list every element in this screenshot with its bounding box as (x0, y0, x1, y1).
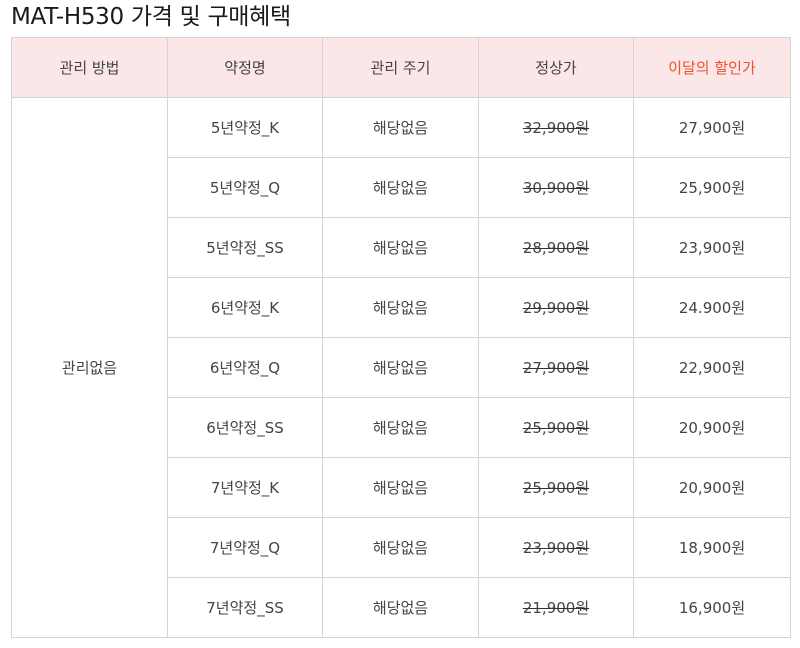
sale-price-cell: 18,900원 (633, 517, 791, 578)
header-contract-name: 약정명 (167, 37, 323, 98)
management-cycle-cell: 해당없음 (322, 457, 479, 518)
regular-price-cell: 29,900원 (478, 277, 634, 338)
header-regular-price: 정상가 (478, 37, 634, 98)
regular-price-cell: 30,900원 (478, 157, 634, 218)
regular-price-cell: 32,900원 (478, 97, 634, 158)
sale-price-cell: 22,900원 (633, 337, 791, 398)
contract-name-cell: 5년약정_K (167, 97, 323, 158)
table-row: 관리없음 5년약정_K 해당없음 32,900원 27,900원 (11, 97, 791, 638)
table-header-row: 관리 방법 약정명 관리 주기 정상가 이달의 할인가 (11, 37, 791, 98)
regular-price-cell: 28,900원 (478, 217, 634, 278)
contract-name-cell: 7년약정_K (167, 457, 323, 518)
management-cycle-cell: 해당없음 (322, 337, 479, 398)
regular-price-cell: 21,900원 (478, 577, 634, 638)
management-method-cell: 관리없음 (11, 97, 168, 638)
management-cycle-cell: 해당없음 (322, 397, 479, 458)
table-row: 6년약정_Q 해당없음 27,900원 22,900원 (12, 337, 791, 398)
regular-price-cell: 23,900원 (478, 517, 634, 578)
header-discount-price: 이달의 할인가 (633, 37, 791, 98)
table-row: 7년약정_SS 해당없음 21,900원 16,900원 (12, 577, 791, 638)
table-row: 6년약정_SS 해당없음 25,900원 20,900원 (12, 397, 791, 458)
sale-price-cell: 27,900원 (633, 97, 791, 158)
management-cycle-cell: 해당없음 (322, 97, 479, 158)
management-cycle-cell: 해당없음 (322, 157, 479, 218)
table-row: 6년약정_K 해당없음 29,900원 24.900원 (12, 277, 791, 338)
header-management-method: 관리 방법 (11, 37, 168, 98)
contract-name-cell: 5년약정_SS (167, 217, 323, 278)
header-management-cycle: 관리 주기 (322, 37, 479, 98)
sale-price-cell: 16,900원 (633, 577, 791, 638)
table-row: 7년약정_Q 해당없음 23,900원 18,900원 (12, 517, 791, 578)
contract-name-cell: 6년약정_SS (167, 397, 323, 458)
price-table: 관리 방법 약정명 관리 주기 정상가 이달의 할인가 관리없음 5년약정_K … (11, 37, 791, 638)
table-row: 7년약정_K 해당없음 25,900원 20,900원 (12, 457, 791, 518)
sale-price-cell: 20,900원 (633, 397, 791, 458)
table-row: 5년약정_Q 해당없음 30,900원 25,900원 (12, 157, 791, 218)
regular-price-cell: 25,900원 (478, 457, 634, 518)
contract-name-cell: 7년약정_SS (167, 577, 323, 638)
contract-name-cell: 7년약정_Q (167, 517, 323, 578)
table-row: 5년약정_SS 해당없음 28,900원 23,900원 (12, 217, 791, 278)
management-cycle-cell: 해당없음 (322, 277, 479, 338)
sale-price-cell: 20,900원 (633, 457, 791, 518)
management-cycle-cell: 해당없음 (322, 577, 479, 638)
contract-name-cell: 6년약정_Q (167, 337, 323, 398)
sale-price-cell: 25,900원 (633, 157, 791, 218)
management-cycle-cell: 해당없음 (322, 217, 479, 278)
page-title: MAT-H530 가격 및 구매혜택 (11, 4, 291, 30)
sale-price-cell: 24.900원 (633, 277, 791, 338)
contract-name-cell: 5년약정_Q (167, 157, 323, 218)
sale-price-cell: 23,900원 (633, 217, 791, 278)
management-cycle-cell: 해당없음 (322, 517, 479, 578)
regular-price-cell: 27,900원 (478, 337, 634, 398)
regular-price-cell: 25,900원 (478, 397, 634, 458)
contract-name-cell: 6년약정_K (167, 277, 323, 338)
